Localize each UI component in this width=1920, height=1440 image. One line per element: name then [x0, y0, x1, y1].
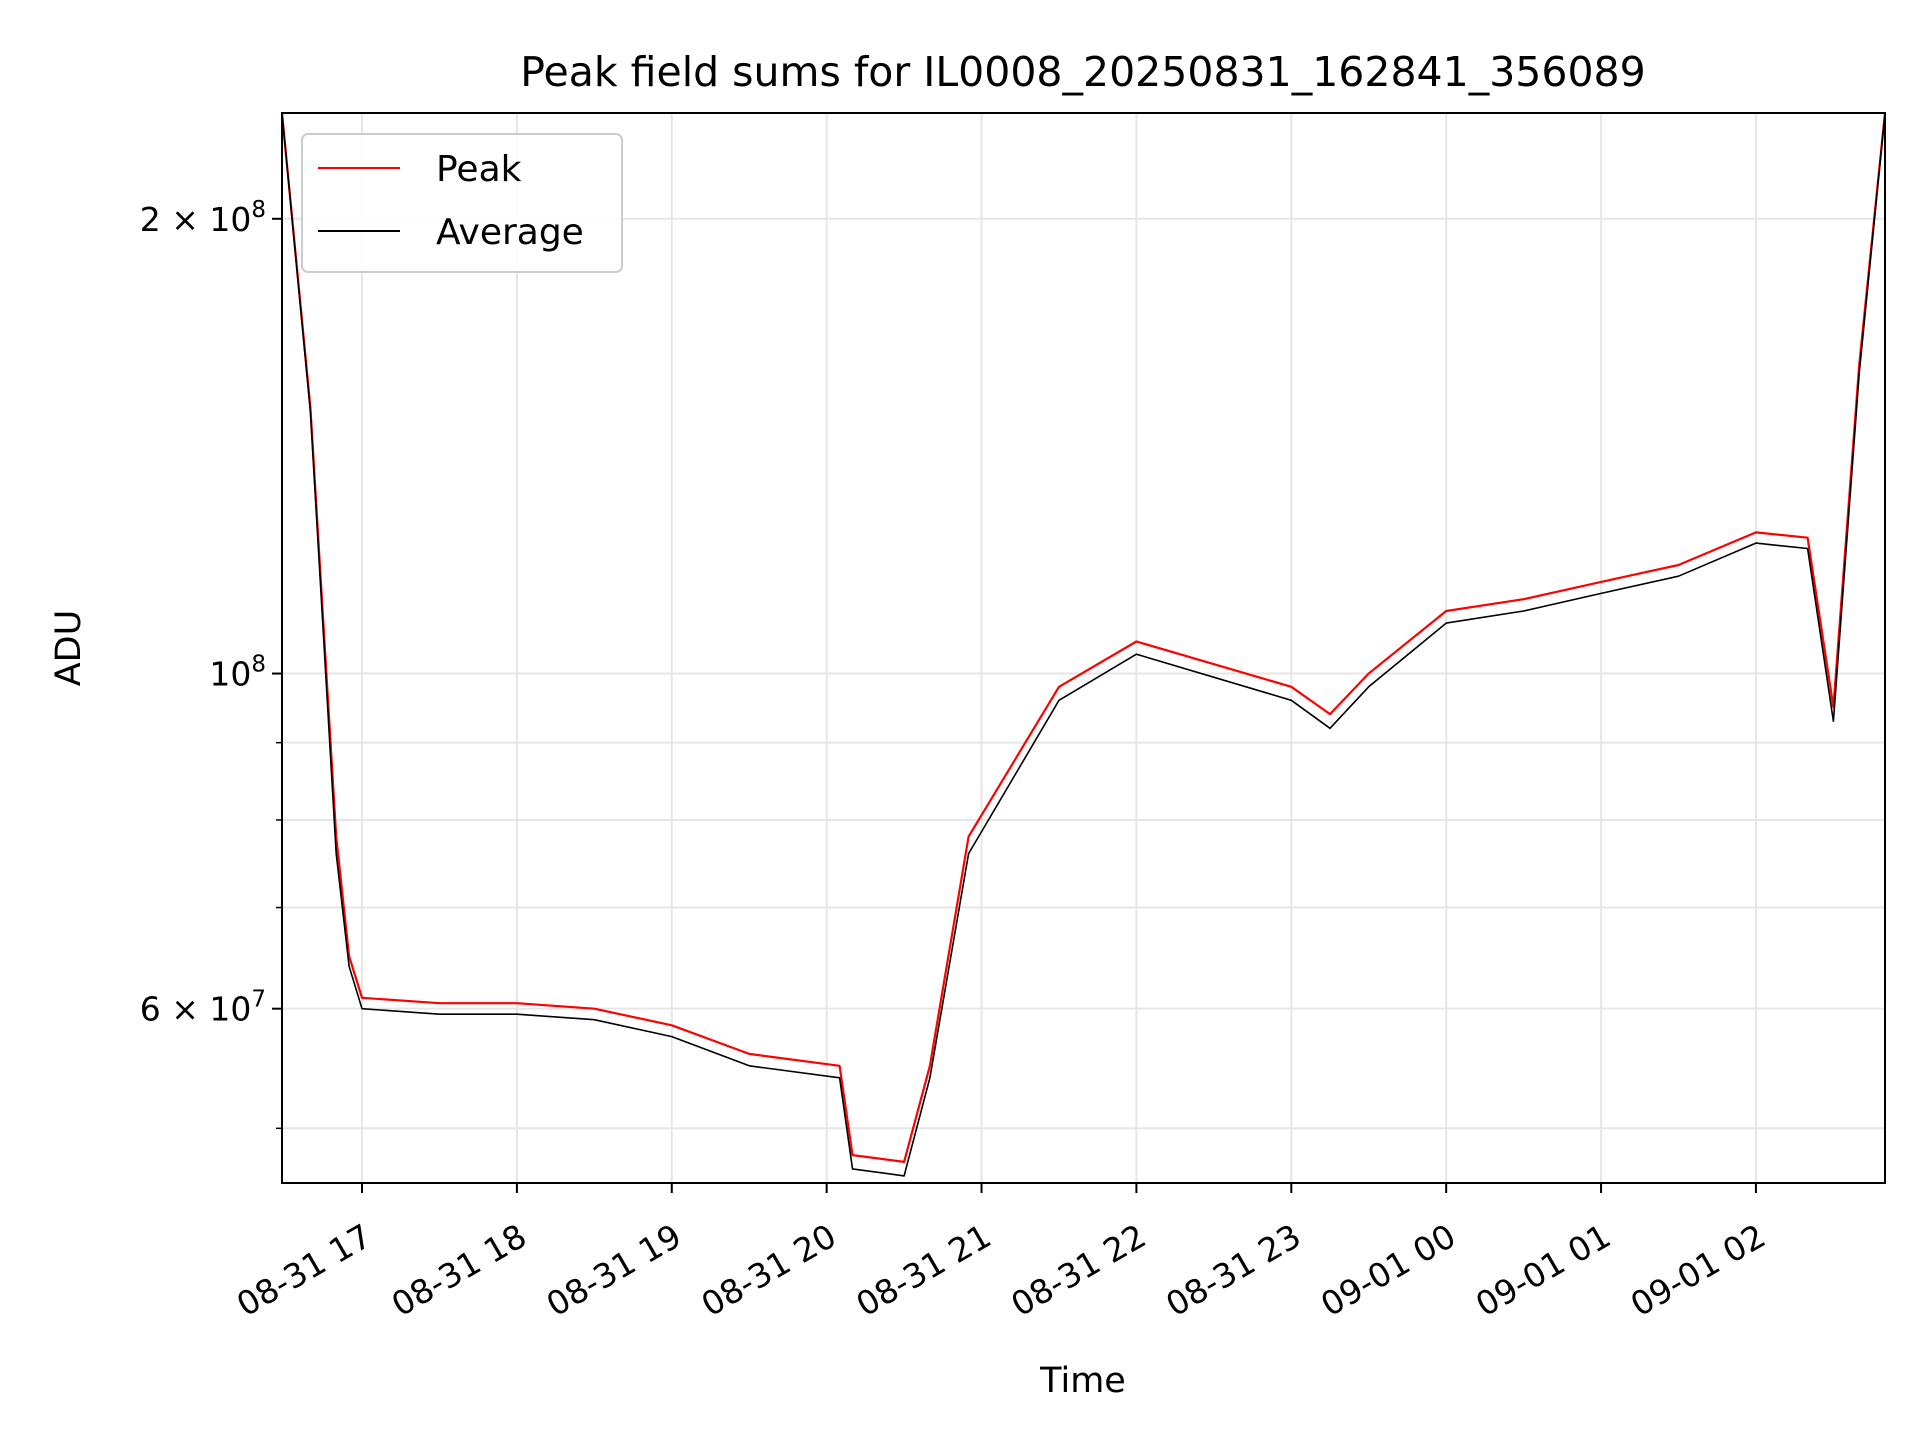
- y-tick-label: 2 × 108: [140, 197, 266, 239]
- y-tick-label: 6 × 107: [140, 987, 266, 1029]
- legend: Peak Average: [301, 133, 623, 273]
- legend-label-average: Average: [436, 212, 584, 253]
- series-line-average: [282, 113, 1885, 1177]
- plot-area: [282, 113, 1885, 1177]
- y-axis-title: ADU: [49, 610, 89, 687]
- series-line-peak: [282, 113, 1885, 1163]
- chart-title: Peak field sums for IL0008_20250831_1628…: [520, 48, 1645, 96]
- grid-lines: [282, 113, 1885, 1183]
- y-axis: 6 × 107 108 2 × 108: [140, 197, 282, 1130]
- x-axis-title: Time: [1039, 1361, 1126, 1401]
- legend-label-peak: Peak: [436, 149, 522, 190]
- y-tick-label: 108: [209, 652, 266, 694]
- axes-frame: [281, 112, 1886, 1184]
